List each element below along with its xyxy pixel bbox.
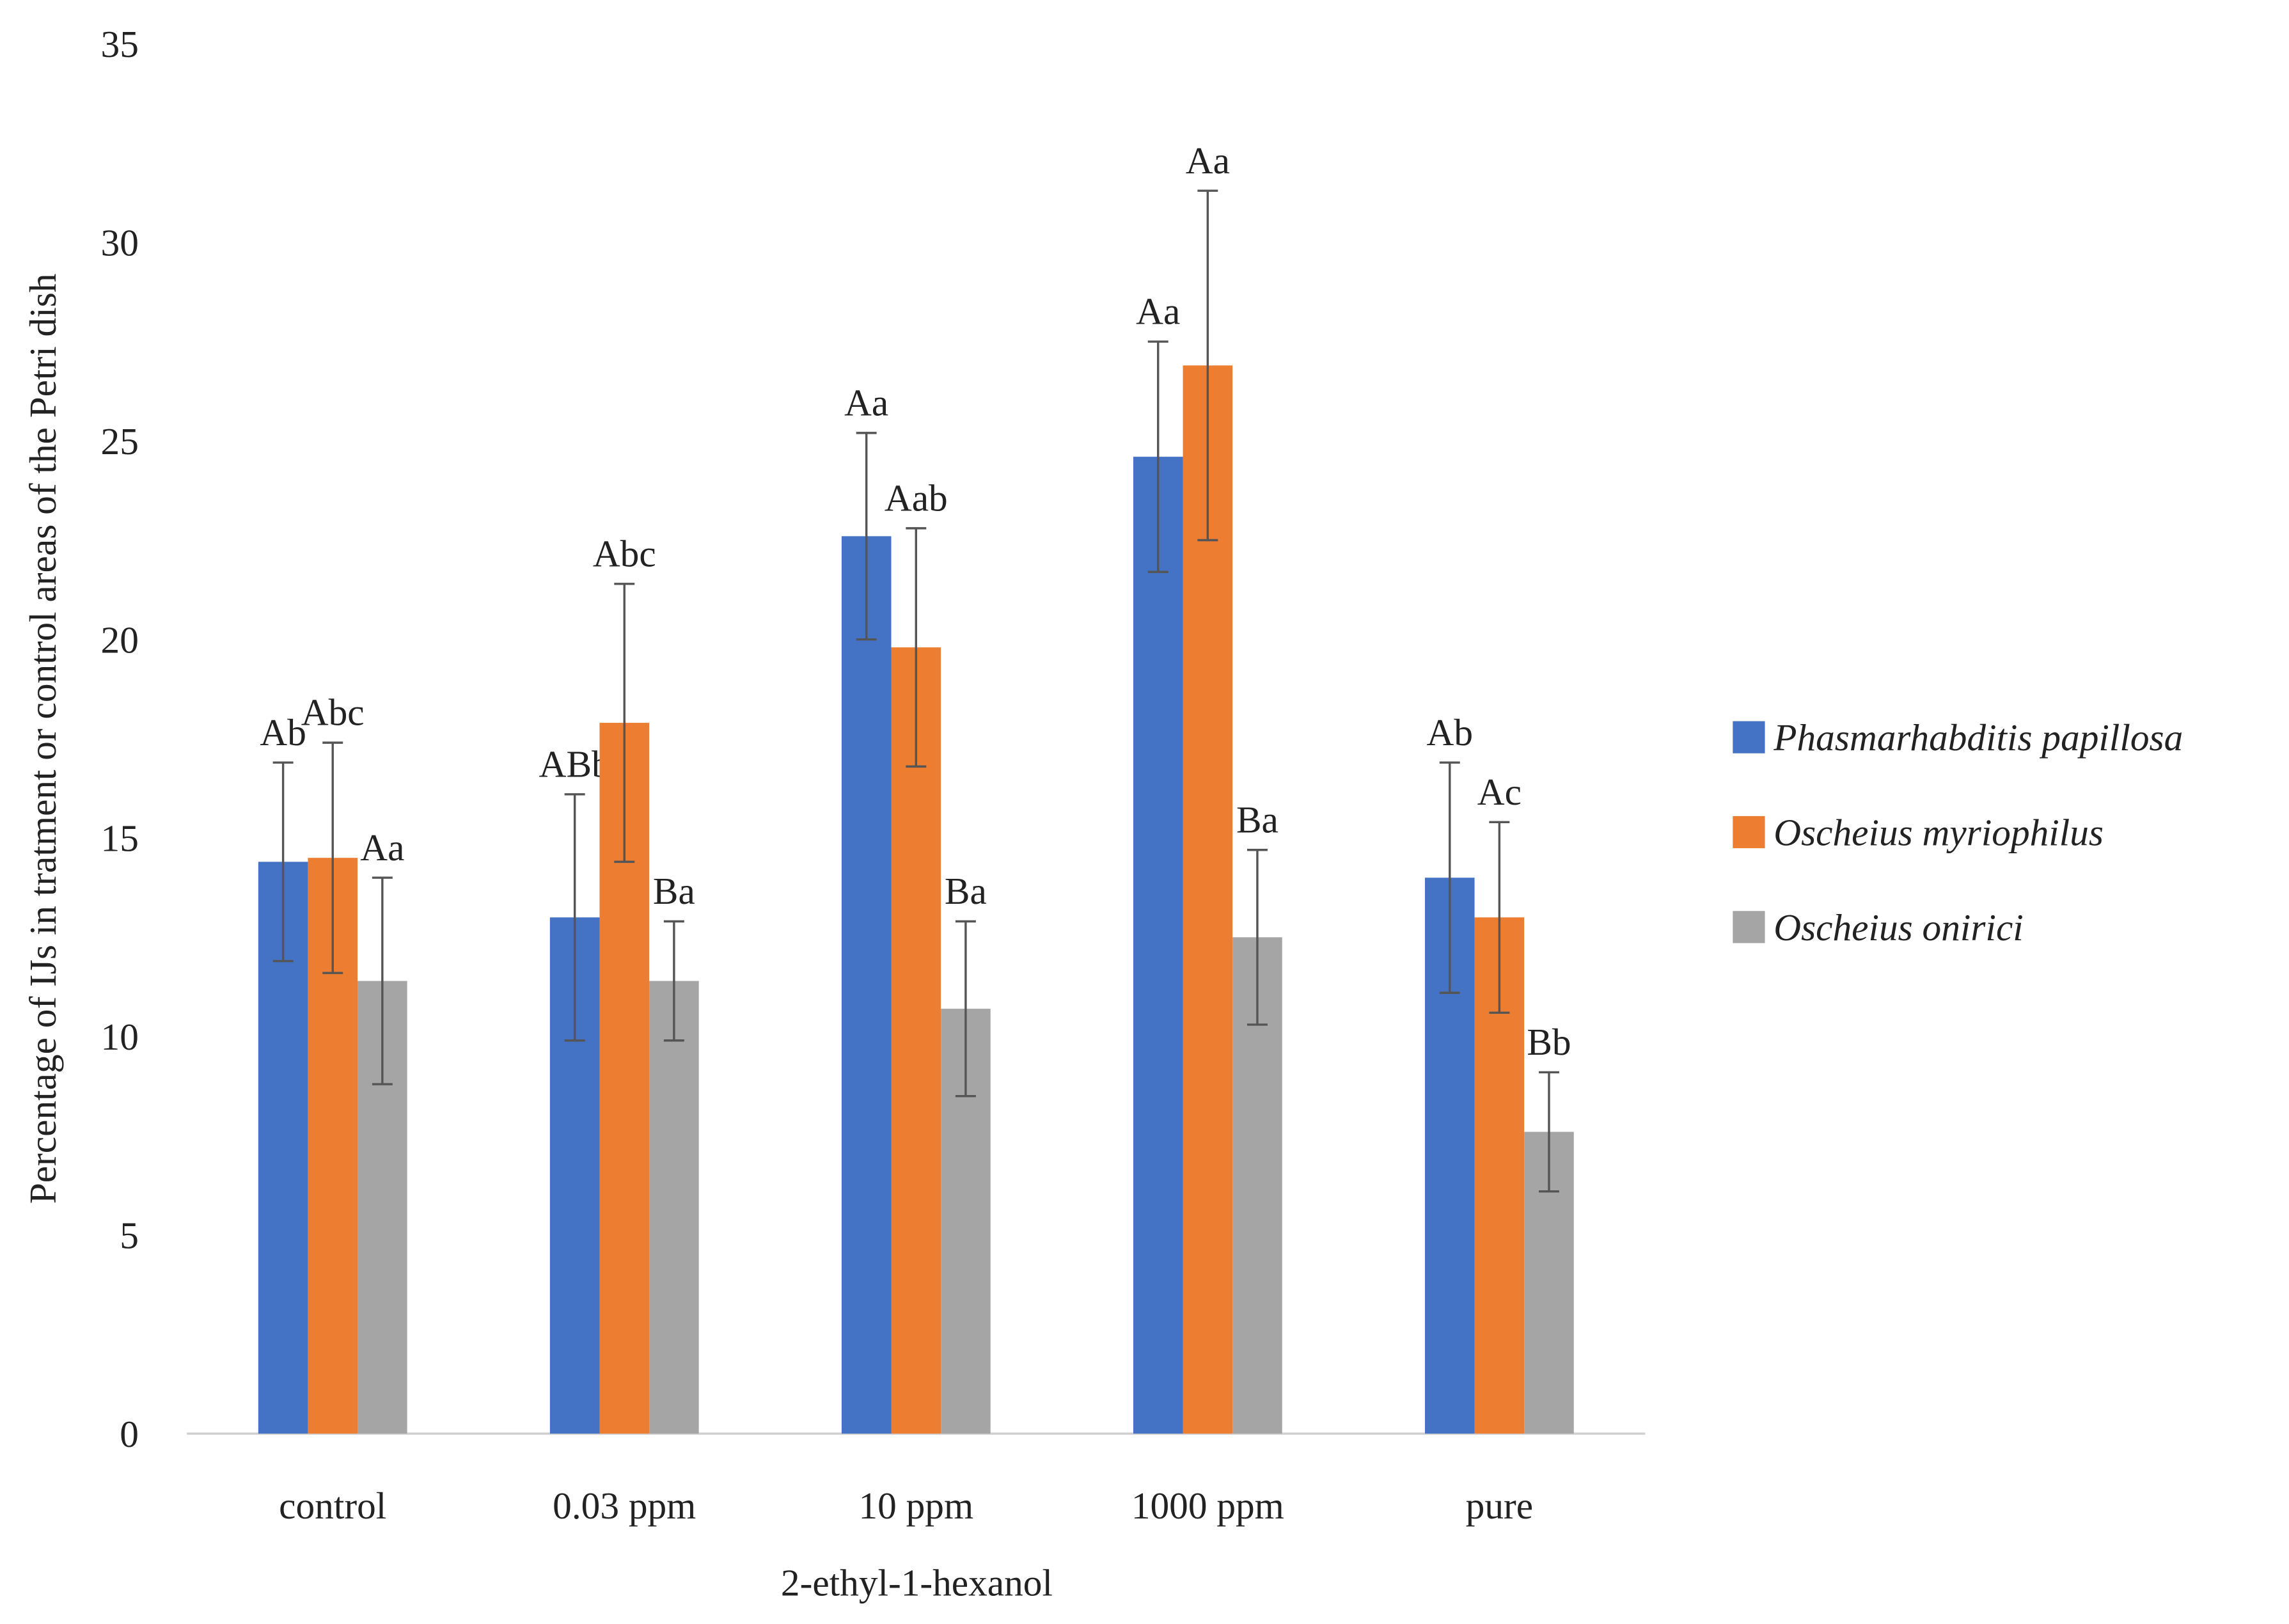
y-tick-label: 5: [120, 1214, 139, 1256]
error-bar: [614, 583, 635, 863]
significance-label: Ba: [945, 870, 987, 912]
significance-label: Ba: [653, 870, 695, 912]
y-tick-label: 15: [101, 817, 139, 860]
error-bar: [1247, 849, 1268, 1026]
y-tick-label: 0: [120, 1413, 139, 1455]
legend-label: Phasmarhabditis papillosa: [1773, 716, 2183, 759]
error-bar: [1197, 189, 1218, 542]
x-tick-label: 0.03 ppm: [553, 1485, 696, 1527]
x-tick-label: pure: [1466, 1485, 1533, 1527]
significance-label: Ba: [1236, 798, 1278, 840]
error-bar: [272, 761, 294, 963]
error-bar: [1538, 1071, 1559, 1193]
x-tick-label: control: [279, 1485, 386, 1527]
bar: [891, 647, 941, 1434]
significance-label: Ac: [1477, 771, 1522, 813]
error-bar: [906, 527, 927, 768]
significance-label: Aa: [360, 826, 404, 869]
error-bar: [1489, 821, 1510, 1014]
bar: [1183, 365, 1233, 1434]
significance-label: Ab: [1427, 711, 1474, 753]
x-axis-title: 2-ethyl-1-hexanol: [781, 1562, 1053, 1604]
error-bar: [322, 741, 343, 974]
error-bar: [1147, 340, 1168, 573]
significance-label: Ab: [260, 711, 306, 753]
significance-label: Aa: [1186, 139, 1230, 182]
y-tick-label: 10: [101, 1016, 139, 1058]
bar: [649, 981, 699, 1434]
y-tick-label: 30: [101, 221, 139, 264]
bar: [1133, 457, 1183, 1434]
error-bar: [955, 920, 976, 1098]
significance-label: Abc: [593, 532, 656, 574]
x-tick-label: 10 ppm: [858, 1485, 973, 1527]
error-bar: [663, 920, 684, 1042]
legend-label: Oscheius onirici: [1774, 906, 2024, 949]
significance-label: Bb: [1527, 1021, 1571, 1063]
error-bar: [1439, 761, 1460, 994]
y-axis-title: Percentage of IJs in tratment or control…: [22, 274, 64, 1204]
significance-label: Aab: [885, 477, 948, 519]
error-bar: [856, 432, 877, 641]
error-bar: [564, 793, 585, 1042]
y-tick-label: 20: [101, 619, 139, 661]
significance-label: Abc: [301, 691, 365, 734]
legend-swatch: [1733, 721, 1765, 753]
significance-label: Aa: [1136, 290, 1180, 333]
bar: [841, 536, 892, 1434]
y-tick-label: 25: [101, 420, 139, 462]
legend-label: Oscheius myriophilus: [1774, 812, 2104, 854]
x-tick-label: 1000 ppm: [1131, 1485, 1284, 1527]
legend-swatch: [1733, 816, 1765, 849]
significance-label: ABb: [539, 743, 611, 785]
significance-label: Aa: [844, 381, 888, 423]
legend-swatch: [1733, 911, 1765, 943]
y-tick-label: 35: [101, 23, 139, 65]
error-bar: [372, 876, 393, 1085]
